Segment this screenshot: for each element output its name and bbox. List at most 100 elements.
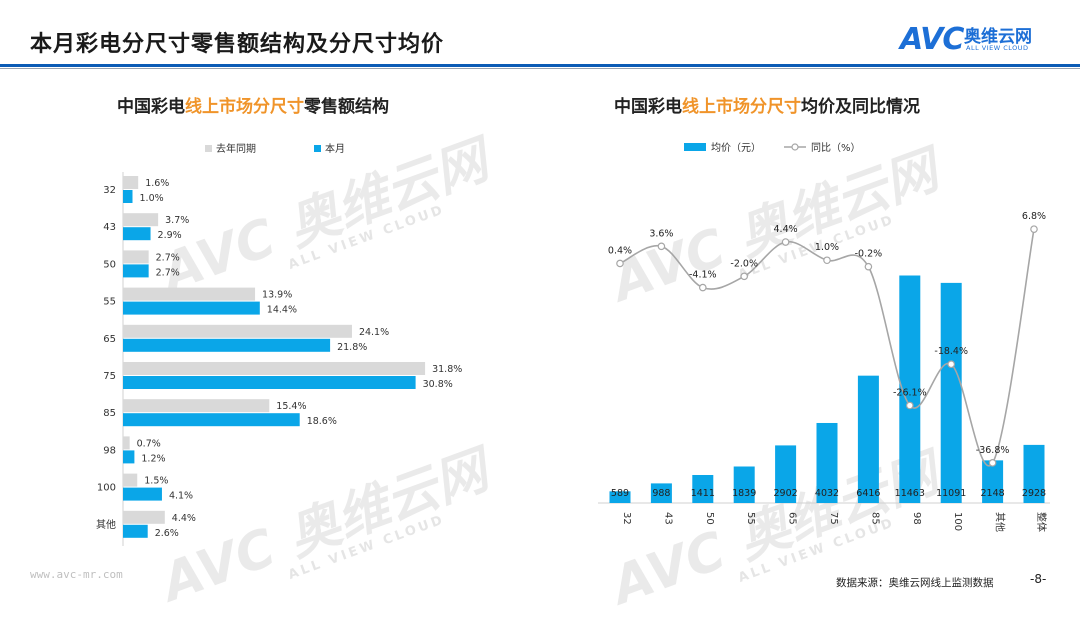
category-tick-label: 100 [97,483,116,494]
yoy-point [864,262,873,271]
yoy-value-label: 6.8% [1022,211,1046,222]
data-label-current: 30.8% [423,379,453,390]
logo-wordmark: AVC [900,22,964,57]
yoy-point [657,242,666,251]
category-tick-label: 50 [103,259,116,270]
category-tick-label: 98 [911,512,922,525]
data-label-current: 14.4% [267,305,297,316]
yoy-point [947,360,956,369]
yoy-value-label: 0.4% [608,245,632,256]
right-chart-title: 中国彩电线上市场分尺寸均价及同比情况 [614,92,920,117]
bar-value-label: 2148 [981,488,1005,499]
yoy-value-label: 4.4% [774,224,798,235]
bar-current [123,264,149,278]
data-label-current: 18.6% [307,416,337,427]
legend-label-price: 均价（元） [711,142,761,154]
data-label-previous: 2.7% [156,252,180,263]
bar-previous [123,436,130,450]
category-tick-label: 其他 [994,512,1007,532]
header-divider [0,64,1080,67]
bar-avg-price [940,282,962,503]
left-chart-title-highlight: 线上市场分尺寸 [185,97,304,117]
category-tick-label: 43 [662,512,673,525]
right-chart-title-post: 均价及同比情况 [801,97,920,117]
left-chart-title: 中国彩电线上市场分尺寸零售额结构 [117,92,389,117]
legend-swatch-current [314,145,321,152]
category-tick-label: 32 [621,512,632,525]
logo-english-name: ALL VIEW CLOUD [966,44,1029,52]
legend-marker-yoy [791,143,799,151]
bar-current [123,301,260,315]
bar-avg-price [816,422,838,503]
bar-value-label: 1839 [732,488,756,499]
data-label-previous: 3.7% [165,215,189,226]
category-tick-label: 整体 [1035,512,1048,532]
legend-swatch-previous [205,145,212,152]
bar-previous [123,324,352,338]
data-label-current: 2.7% [156,267,180,278]
bar-value-label: 1411 [691,488,715,499]
data-label-current: 2.9% [158,230,182,241]
data-label-previous: 13.9% [262,290,292,301]
data-label-current: 1.2% [141,453,165,464]
bar-current [123,413,300,427]
bar-avg-price [857,375,879,503]
header-divider-thin [0,68,1080,69]
page-number: -8- [1030,572,1047,586]
yoy-point [740,272,749,281]
bar-previous [123,213,159,227]
bar-current [123,450,135,464]
yoy-value-label: -36.8% [976,445,1010,456]
bar-previous [123,250,149,264]
page-title: 本月彩电分尺寸零售额结构及分尺寸均价 [30,32,445,57]
legend-label-previous: 去年同期 [216,142,256,155]
category-tick-label: 100 [952,512,963,531]
bar-avg-price [650,483,672,503]
bar-avg-price [775,445,797,503]
legend-swatch-price [684,143,706,151]
category-tick-label: 65 [787,512,798,525]
bar-value-label: 589 [611,488,629,499]
bar-value-label: 4032 [815,488,839,499]
bar-value-label: 988 [652,488,670,499]
category-tick-label: 85 [869,512,880,525]
left-chart-title-pre: 中国彩电 [117,97,185,117]
category-tick-label: 85 [103,408,116,419]
bar-value-label: 11091 [936,488,966,499]
yoy-value-label: -18.4% [934,346,968,357]
data-label-previous: 4.4% [172,513,196,524]
legend-label-yoy: 同比（%） [811,142,861,154]
bar-previous [123,510,165,524]
category-tick-label: 98 [103,445,116,456]
bar-avg-price [982,460,1004,503]
left-chart-title-post: 零售额结构 [304,97,389,117]
data-source-note: 数据来源：奥维云网线上监测数据 [836,577,994,589]
share-bar-chart: 去年同期 本月 32 43 50 55 65 75 85 98 100 其他 1.6% 1.0%3.7… [96,142,462,546]
data-label-previous: 24.1% [359,327,389,338]
category-tick-label: 43 [103,222,116,233]
brand-logo: AVC 奥维云网 ALL VIEW CLOUD [900,22,1050,58]
right-chart-title-highlight: 线上市场分尺寸 [682,97,801,117]
footer-url: www.avc-mr.com [30,568,123,581]
bar-avg-price [1023,444,1045,503]
bar-avg-price [692,474,714,503]
left-axis: 32 43 50 55 65 75 85 98 100 其他 [96,172,124,546]
bar-current [123,338,331,352]
yoy-value-label: -0.2% [855,249,883,260]
data-label-previous: 1.5% [144,476,168,487]
bar-current [123,524,148,538]
yoy-point [988,459,997,467]
yoy-point [1030,225,1038,233]
yoy-value-label: -26.1% [893,387,927,398]
logo-chinese-name: 奥维云网 [964,27,1032,47]
data-label-current: 1.0% [140,193,164,204]
bar-avg-price [733,466,755,503]
data-label-current: 21.8% [337,342,367,353]
data-label-previous: 1.6% [145,178,169,189]
data-label-previous: 0.7% [137,438,161,449]
yoy-point [905,401,914,410]
legend-label-current: 本月 [325,142,345,155]
bar-previous [123,399,270,413]
bar-value-label: 6416 [856,488,880,499]
category-tick-label: 50 [704,512,715,525]
